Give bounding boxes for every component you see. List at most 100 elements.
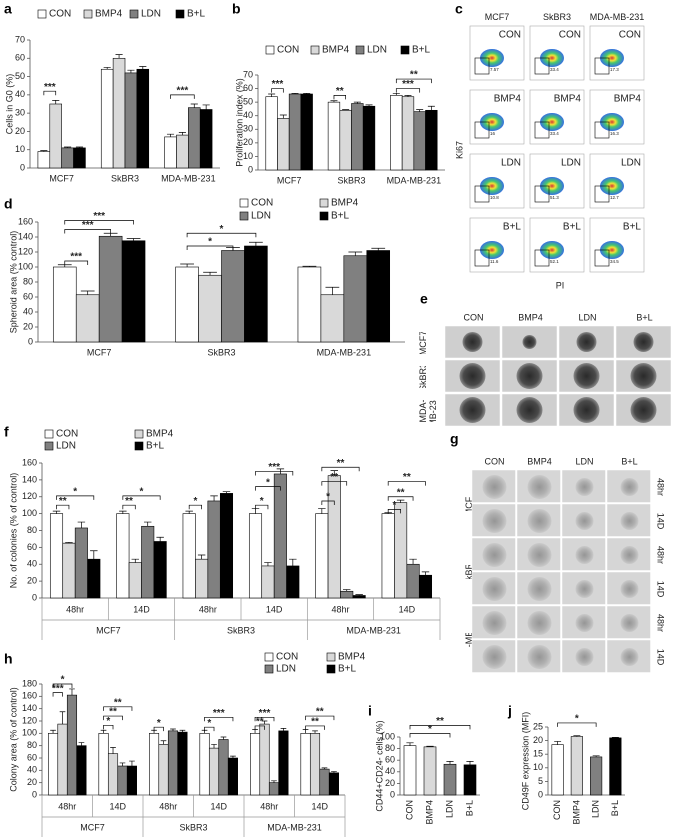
row-label: B+L — [623, 222, 642, 233]
error-bar — [279, 114, 287, 119]
error-bar — [166, 133, 175, 137]
x-tick-label: 48hr — [331, 604, 349, 614]
error-bar — [252, 729, 258, 734]
y-tick-label: 0 — [20, 162, 25, 172]
y-tick-label: 100 — [18, 261, 33, 271]
bar — [195, 558, 209, 599]
y-tick-label: 160 — [18, 216, 33, 226]
label: MDA-MB-231 — [418, 400, 438, 422]
row-label: LDN — [501, 158, 521, 169]
y-tick-label: 60 — [27, 542, 37, 552]
legend-swatch — [265, 45, 275, 55]
significance-label: ** — [410, 70, 418, 81]
error-bar — [129, 760, 135, 767]
error-bar — [280, 728, 287, 731]
legend-label: CON — [276, 652, 298, 663]
significance-label: ** — [311, 717, 319, 728]
legend-swatch — [134, 429, 144, 439]
bar — [286, 565, 300, 599]
y-axis-label: Spheroid area (% control) — [8, 231, 18, 334]
gate — [534, 249, 550, 267]
bar — [219, 493, 234, 599]
error-bar — [143, 521, 152, 527]
significance-bracket — [43, 90, 57, 96]
x-tick-label: LDN — [591, 800, 601, 818]
significance-label: *** — [402, 79, 414, 90]
label-box: MCF7 — [418, 332, 428, 354]
significance-label: ** — [403, 472, 411, 483]
legend-label: LDN — [251, 211, 271, 222]
y-tick-label: 100 — [22, 508, 37, 518]
gate-value: 34.5 — [610, 259, 619, 264]
flow-density — [600, 241, 624, 259]
bar — [117, 765, 128, 796]
panel-letter: d — [4, 196, 13, 212]
error-bar — [611, 736, 619, 738]
legend-label: B+L — [412, 45, 431, 56]
legend-label: BMP4 — [95, 9, 123, 20]
label-box: MCF7 — [485, 12, 510, 22]
flow-density — [540, 241, 564, 259]
timepoint-label: 48hr — [656, 614, 666, 632]
y-axis-label: Cells in G0 (%) — [4, 74, 14, 135]
flow-density — [480, 241, 504, 259]
bar — [551, 744, 564, 796]
error-bar — [466, 761, 474, 765]
y-axis-label: No. of colonies (% of control) — [8, 473, 18, 589]
significance-label: ** — [109, 707, 117, 718]
bar — [273, 473, 287, 599]
colony — [620, 546, 639, 564]
y-tick-label: 30 — [243, 124, 253, 134]
colony — [482, 543, 507, 567]
error-bar — [170, 728, 176, 731]
legend-swatch — [134, 441, 144, 451]
x-tick-label: MDA-MB-231 — [161, 173, 216, 183]
colony — [620, 614, 639, 632]
x-axis-label: PI — [556, 280, 565, 290]
x-tick-label: CON — [404, 800, 414, 820]
row-label: CON — [499, 30, 521, 41]
legend-swatch — [239, 198, 249, 208]
column-label: BMP4 — [527, 456, 552, 466]
label-box: MDA-MB-231 — [418, 400, 438, 422]
bar — [167, 730, 179, 796]
y-tick-label: 50 — [243, 97, 253, 107]
gate — [594, 249, 610, 267]
significance-label: ** — [256, 717, 264, 728]
gate — [534, 121, 550, 139]
bar — [327, 101, 341, 171]
significance-label: *** — [213, 708, 225, 719]
bar — [423, 746, 437, 796]
x-tick-label: SkBR3 — [337, 175, 365, 185]
flow-density — [480, 177, 504, 195]
y-axis-label: CD49F expression (MFI) — [520, 712, 530, 811]
significance-bracket — [52, 683, 73, 688]
error-bar — [396, 499, 405, 503]
error-bar — [40, 150, 48, 152]
error-bar — [325, 286, 340, 295]
significance-label: * — [193, 496, 197, 507]
bar — [288, 93, 302, 171]
y-tick-label: 60 — [23, 291, 33, 301]
colony — [575, 546, 594, 564]
colony — [620, 478, 639, 496]
error-bar — [126, 238, 141, 241]
y-tick-label: 20 — [27, 576, 37, 586]
y-tick-label: 100 — [22, 728, 37, 738]
y-axis-label: CD44+CD24- cells (%) — [374, 720, 384, 811]
bar — [188, 107, 201, 169]
legend-swatch — [310, 45, 320, 55]
significance-bracket — [395, 88, 421, 93]
y-tick-label: 120 — [22, 715, 37, 725]
row-label: BMP4 — [554, 94, 582, 105]
x-tick-label: 14D — [210, 801, 227, 811]
significance-bracket — [409, 725, 471, 730]
error-bar — [131, 558, 140, 563]
panel-letter: f — [4, 424, 9, 440]
error-bar — [342, 589, 351, 592]
panel-letter: i — [368, 703, 372, 719]
colony — [575, 580, 594, 598]
error-bar — [331, 771, 337, 773]
y-tick-label: 140 — [22, 703, 37, 713]
colony — [575, 478, 594, 496]
